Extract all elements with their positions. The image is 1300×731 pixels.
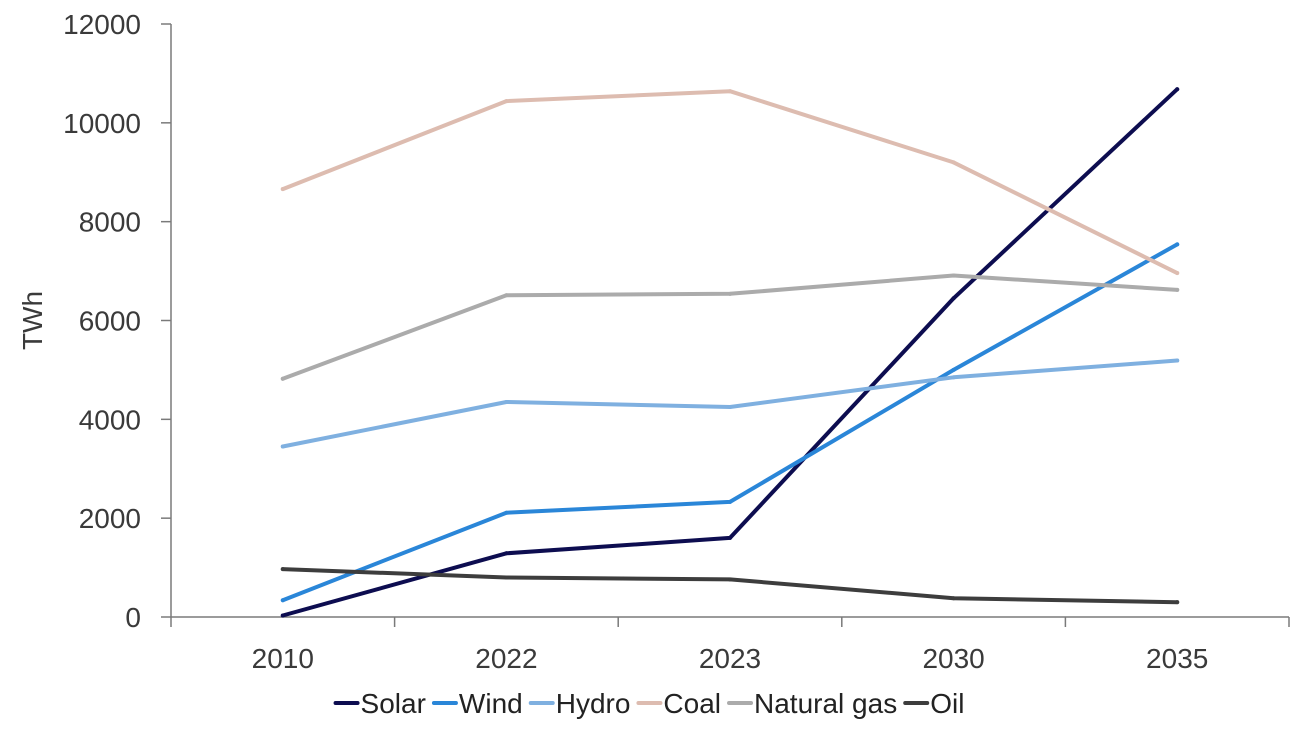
y-tick-label: 10000 <box>63 108 141 139</box>
y-tick-label: 4000 <box>79 404 141 435</box>
y-tick-label: 12000 <box>63 9 141 40</box>
data-point-coal <box>1175 271 1180 276</box>
x-tick-label: 2010 <box>252 643 314 674</box>
data-point-natural-gas <box>728 291 732 296</box>
legend-label: Hydro <box>556 688 631 719</box>
data-point-solar <box>280 613 285 618</box>
data-point-solar <box>728 535 732 540</box>
series-hydro <box>280 358 1180 449</box>
legend-item-coal: Coal <box>636 688 721 719</box>
legend-label: Solar <box>361 688 426 719</box>
data-point-natural-gas <box>1175 287 1180 292</box>
legend-item-hydro: Hydro <box>528 688 631 719</box>
y-tick-label: 0 <box>125 602 141 633</box>
series-wind <box>280 242 1180 603</box>
data-point-natural-gas <box>280 376 285 381</box>
data-point-natural-gas <box>504 293 509 298</box>
series-solar <box>280 87 1180 618</box>
data-point-hydro <box>504 400 509 405</box>
data-point-hydro <box>280 444 285 449</box>
legend-label: Natural gas <box>754 688 897 719</box>
legend-label: Oil <box>930 688 964 719</box>
series-line-natural-gas <box>280 273 1180 381</box>
data-point-coal <box>728 89 732 94</box>
legend-item-solar: Solar <box>333 688 426 719</box>
y-tick-label: 8000 <box>79 207 141 238</box>
data-point-oil <box>728 577 732 582</box>
x-axis-ticks: 2010 2022 2023 2030 2035 <box>170 617 1290 674</box>
x-tick-label: 2022 <box>475 643 537 674</box>
series-oil <box>280 567 1180 605</box>
data-point-coal <box>951 160 956 165</box>
x-tick-label: 2023 <box>699 643 761 674</box>
series-line-oil <box>280 567 1180 605</box>
legend-item-wind: Wind <box>431 688 523 719</box>
data-point-oil <box>951 596 956 601</box>
legend-item-oil: Oil <box>903 688 964 719</box>
series-line-hydro <box>280 358 1180 449</box>
legend-label: Wind <box>459 688 523 719</box>
data-point-natural-gas <box>951 273 956 278</box>
series-coal <box>280 89 1180 276</box>
data-point-solar <box>1175 87 1180 92</box>
series-natural-gas <box>280 273 1180 381</box>
data-point-oil <box>280 567 285 572</box>
data-point-wind <box>951 367 956 372</box>
y-axis-title: TWh <box>17 291 48 350</box>
data-point-wind <box>728 499 732 504</box>
data-point-hydro <box>1175 358 1180 363</box>
x-tick-label: 2030 <box>922 643 984 674</box>
data-point-wind <box>1175 242 1180 247</box>
data-point-coal <box>504 99 509 104</box>
y-axis-ticks: 0 2000 4000 6000 8000 10000 12000 <box>63 9 171 633</box>
data-point-solar <box>504 551 509 556</box>
series-line-wind <box>280 242 1180 603</box>
data-point-oil <box>1175 600 1180 605</box>
legend: Solar Wind Hydro Coal Natural gas Oil <box>333 688 964 719</box>
axes <box>170 24 1289 618</box>
data-point-solar <box>951 296 956 301</box>
data-point-coal <box>280 187 285 192</box>
y-tick-label: 6000 <box>79 306 141 337</box>
data-point-oil <box>504 575 509 580</box>
x-tick-label: 2035 <box>1146 643 1208 674</box>
legend-item-natural-gas: Natural gas <box>727 688 897 719</box>
series-line-coal <box>280 89 1180 276</box>
data-point-hydro <box>728 404 732 409</box>
data-point-wind <box>280 598 285 603</box>
data-point-hydro <box>951 375 956 380</box>
legend-label: Coal <box>663 688 721 719</box>
data-point-wind <box>504 510 509 515</box>
y-tick-label: 2000 <box>79 503 141 534</box>
series-layer <box>280 87 1180 618</box>
